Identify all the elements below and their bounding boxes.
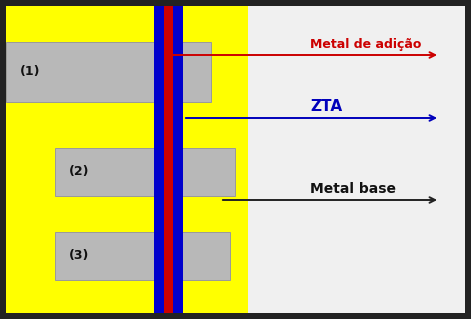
Text: (3): (3) (69, 249, 89, 263)
Bar (55, 148, 235, 196)
Bar (173, 6, 183, 313)
Text: Metal base: Metal base (310, 182, 396, 196)
Text: Metal de adição: Metal de adição (310, 38, 422, 51)
Text: (2): (2) (69, 166, 89, 179)
Bar (6, 42, 211, 102)
Text: (1): (1) (20, 65, 41, 78)
Bar (154, 6, 164, 313)
Bar (55, 232, 230, 280)
Bar (248, 6, 465, 313)
Bar (164, 6, 173, 313)
Bar (6, 6, 248, 313)
Text: ZTA: ZTA (310, 99, 342, 114)
